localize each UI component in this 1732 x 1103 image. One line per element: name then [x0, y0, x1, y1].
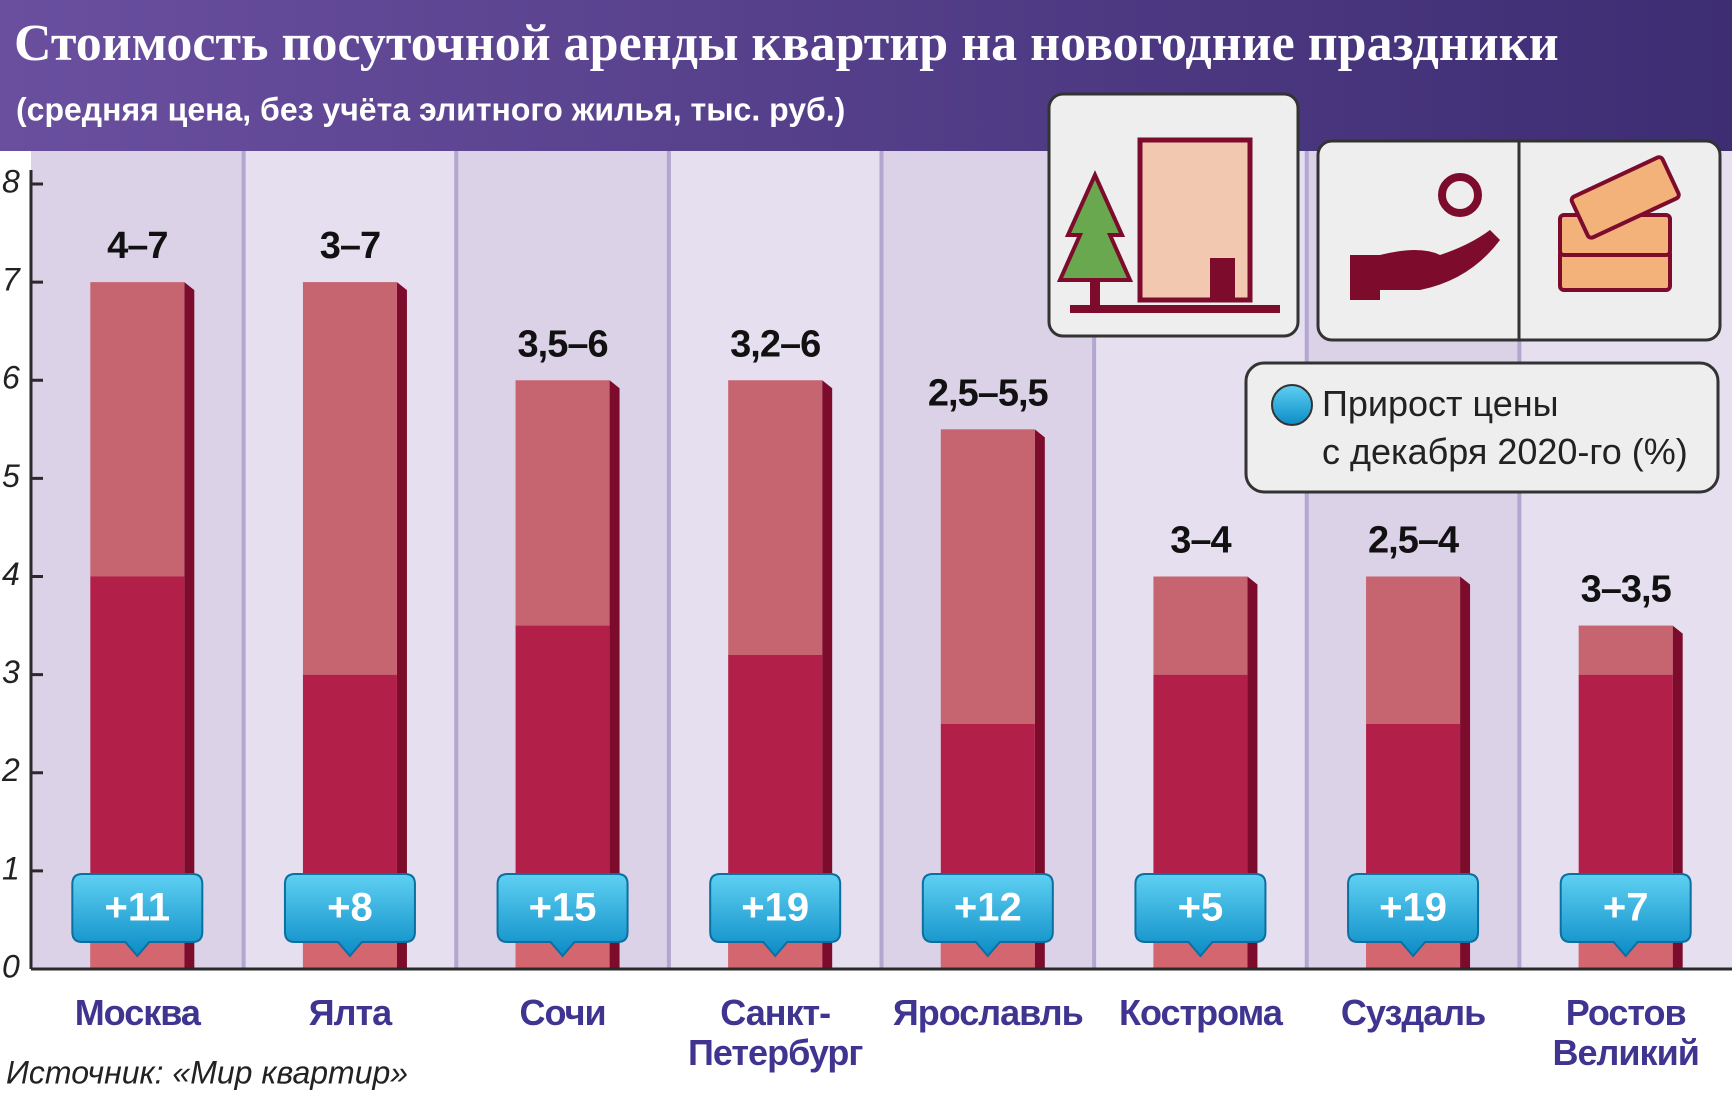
icons [1047, 92, 1722, 494]
bar-side [1460, 576, 1471, 969]
value-label: 3–7 [320, 225, 380, 267]
y-tick-label: 5 [2, 458, 20, 494]
growth-label: +5 [1178, 886, 1224, 930]
value-label: 3,5–6 [518, 323, 608, 365]
value-label: 2,5–4 [1368, 520, 1459, 562]
bar-high [728, 380, 823, 655]
growth-label: +19 [741, 886, 809, 930]
chart-title: Стоимость посуточной аренды квартир на н… [14, 15, 1559, 72]
y-tick-label: 2 [1, 752, 20, 788]
growth-bubble [1134, 873, 1267, 958]
y-tick-label: 4 [2, 556, 20, 592]
separator [1092, 151, 1097, 969]
bar-side [396, 282, 407, 969]
legend-text: с декабря 2020-го (%) [1322, 431, 1688, 472]
y-tick-label: 3 [2, 654, 20, 690]
value-label: 2,5–5,5 [928, 372, 1049, 414]
x-tick-label: Суздаль [1340, 992, 1486, 1033]
bar-high [1366, 576, 1461, 724]
growth-label: +11 [104, 886, 170, 930]
y-tick-label: 7 [2, 262, 21, 298]
growth-bubble [496, 873, 629, 958]
bar-high [90, 282, 185, 577]
y-tick-label: 0 [2, 948, 20, 984]
bar-high [302, 282, 397, 675]
x-tick-label: Ялта [308, 992, 392, 1033]
y-tick-label: 1 [2, 850, 20, 886]
growth-label: +8 [327, 886, 373, 930]
source: Источник: «Мир квартир» [6, 1054, 408, 1090]
bar-high [940, 429, 1035, 724]
separator [666, 151, 671, 969]
separator [879, 151, 884, 969]
bar-side [822, 380, 833, 969]
growth-bubble [1559, 873, 1692, 958]
growth-bubble [71, 873, 204, 958]
bar-high [1578, 625, 1673, 675]
bar-high [515, 380, 610, 626]
bar-side [609, 380, 620, 969]
bar-high [1153, 576, 1248, 675]
growth-bubble [1347, 873, 1480, 958]
separator [241, 151, 246, 969]
bar-side [1247, 576, 1258, 969]
growth-label: +19 [1379, 886, 1447, 930]
growth-label: +12 [954, 886, 1022, 930]
x-tick-label: Москва [74, 992, 201, 1033]
x-tick-label: Кострома [1119, 992, 1283, 1033]
separator [454, 151, 459, 969]
x-tick-label: Ярославль [892, 992, 1084, 1033]
separator [1304, 151, 1309, 969]
legend-label: Прирост цены с декабря 2020-го (%) [1322, 383, 1688, 472]
value-label: 3,2–6 [730, 323, 820, 365]
header [0, 0, 1732, 151]
legend-text: Прирост цены [1322, 383, 1559, 424]
value-label: 3–3,5 [1581, 569, 1672, 611]
bar-side [1034, 429, 1045, 969]
x-tick-label: Сочи [519, 992, 607, 1033]
growth-bubble [709, 873, 842, 958]
separator [1517, 151, 1522, 969]
value-label: 4–7 [107, 225, 167, 267]
growth-bubble [921, 873, 1054, 958]
bar-side [184, 282, 195, 969]
x-tick-label: Санкт-Петербург [688, 992, 863, 1073]
value-label: 3–4 [1170, 520, 1231, 562]
x-tick-label: Ростов Великий [1552, 992, 1700, 1073]
y-tick-label: 8 [2, 163, 20, 199]
growth-label: +15 [529, 886, 597, 930]
subtitle: (средняя цена, без учёта элитного жилья,… [16, 91, 845, 127]
growth-bubble [283, 873, 416, 958]
growth-label: +7 [1603, 886, 1649, 930]
y-tick-label: 6 [2, 360, 20, 396]
